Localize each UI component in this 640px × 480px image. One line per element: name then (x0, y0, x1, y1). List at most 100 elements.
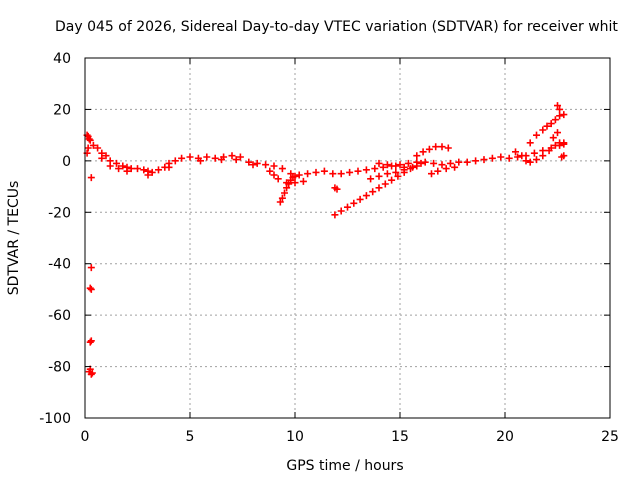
data-point (354, 167, 362, 175)
data-point (514, 153, 522, 161)
data-point (98, 154, 106, 162)
data-point (295, 171, 303, 179)
data-point (375, 184, 383, 192)
x-tick-label: 20 (496, 429, 514, 445)
data-point (463, 158, 471, 166)
data-point (533, 131, 540, 139)
data-point (388, 176, 396, 184)
data-points (83, 102, 568, 378)
data-point (392, 162, 400, 170)
plot-frame (84, 57, 611, 419)
data-point (287, 170, 295, 178)
data-point (87, 174, 95, 182)
data-point (526, 139, 534, 147)
chart-title: Day 045 of 2026, Sidereal Day-to-day VTE… (55, 19, 618, 35)
data-point (543, 122, 551, 130)
y-tick-label: 20 (53, 102, 71, 118)
data-point (438, 143, 446, 151)
data-point (425, 145, 433, 153)
data-point (232, 156, 240, 164)
data-point (178, 154, 186, 162)
data-point (278, 165, 286, 173)
data-point (329, 170, 337, 178)
data-point (333, 185, 341, 193)
data-point (505, 154, 513, 162)
axis-ticks: 0 5 10 15 20 25 -100 -80 -60 -40 -20 0 20 40 (39, 51, 619, 445)
data-point (102, 152, 110, 160)
data-point (134, 165, 141, 173)
data-point (539, 126, 547, 134)
data-point (119, 162, 127, 170)
data-point (383, 170, 391, 178)
data-point (417, 159, 425, 167)
data-point (558, 153, 566, 161)
data-point (281, 189, 288, 197)
data-point (530, 149, 538, 157)
data-point (86, 284, 94, 292)
y-tick-label: -100 (39, 411, 71, 427)
data-point (522, 157, 530, 165)
data-point (346, 168, 354, 176)
data-point (421, 158, 429, 166)
data-point (545, 147, 553, 155)
x-tick-label: 10 (286, 429, 304, 445)
data-point (379, 163, 387, 171)
data-point (270, 171, 278, 179)
data-point (446, 159, 454, 167)
data-point (266, 167, 274, 175)
data-point (165, 163, 173, 171)
data-point (148, 168, 156, 176)
data-point (455, 158, 463, 166)
data-point (533, 156, 540, 164)
data-point (144, 171, 152, 179)
data-point (106, 162, 114, 170)
data-point (549, 134, 557, 142)
data-point (320, 167, 328, 175)
data-point (331, 211, 339, 219)
y-tick-label: -60 (48, 308, 71, 324)
data-point (312, 168, 320, 176)
data-point (497, 153, 505, 161)
data-point (276, 198, 284, 206)
data-point (228, 152, 236, 160)
data-point (140, 166, 148, 174)
data-point (375, 159, 383, 167)
data-point (299, 177, 307, 185)
data-point (413, 162, 421, 170)
data-point (554, 102, 561, 110)
data-point (512, 148, 519, 156)
data-point (87, 264, 95, 272)
x-tick-label: 15 (391, 429, 409, 445)
data-point (236, 153, 244, 161)
data-point (556, 105, 564, 113)
data-point (113, 159, 120, 167)
data-point (547, 120, 555, 128)
data-point (556, 139, 564, 147)
data-point (86, 136, 94, 144)
x-tick-label: 0 (81, 429, 90, 445)
data-point (85, 135, 93, 143)
data-point (409, 163, 417, 171)
data-point (278, 194, 286, 202)
data-point (115, 165, 123, 173)
data-point (472, 157, 480, 165)
data-point (291, 172, 299, 180)
data-point (89, 141, 97, 149)
data-point (560, 140, 568, 148)
data-point (88, 369, 96, 377)
data-point (262, 161, 270, 169)
data-point (526, 158, 534, 166)
data-point (218, 156, 225, 164)
data-point (87, 337, 95, 345)
data-point (203, 153, 211, 161)
data-point (413, 152, 421, 160)
data-point (362, 192, 370, 200)
data-point (539, 152, 547, 160)
data-point (518, 152, 526, 160)
data-point (367, 175, 375, 183)
data-point (554, 129, 561, 137)
data-point (86, 338, 94, 346)
data-point (394, 172, 402, 180)
